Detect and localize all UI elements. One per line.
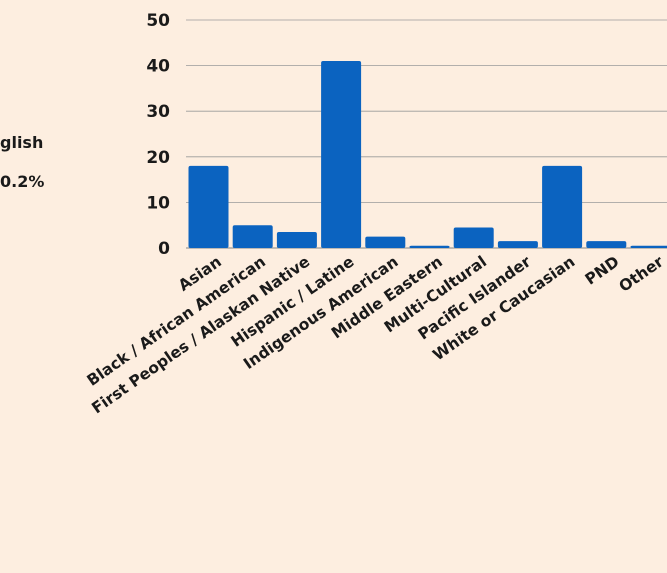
bar (276, 232, 317, 248)
left-text-line-1: glish (0, 133, 44, 152)
y-tick-label: 30 (146, 102, 170, 122)
y-tick-label: 10 (146, 193, 170, 213)
grid-layer (186, 19, 667, 249)
bar (586, 241, 627, 248)
bar (232, 225, 273, 248)
y-tick-label: 50 (146, 11, 170, 31)
bar (409, 245, 450, 248)
bar (321, 61, 362, 248)
bar (365, 236, 406, 248)
y-tick-labels: 0 10 20 30 40 50 (146, 11, 170, 259)
bar (630, 245, 667, 248)
x-category-label: Other (616, 252, 667, 295)
bar (453, 227, 494, 248)
left-text-line-2: 0.2% (0, 172, 45, 191)
bar (542, 165, 583, 248)
y-tick-label: 20 (146, 148, 170, 168)
bar (497, 241, 538, 248)
bar (188, 165, 229, 248)
x-category-label: Black / African American (84, 253, 269, 390)
y-tick-label: 0 (158, 239, 170, 259)
y-tick-label: 40 (146, 57, 170, 77)
bars-layer (188, 61, 667, 248)
